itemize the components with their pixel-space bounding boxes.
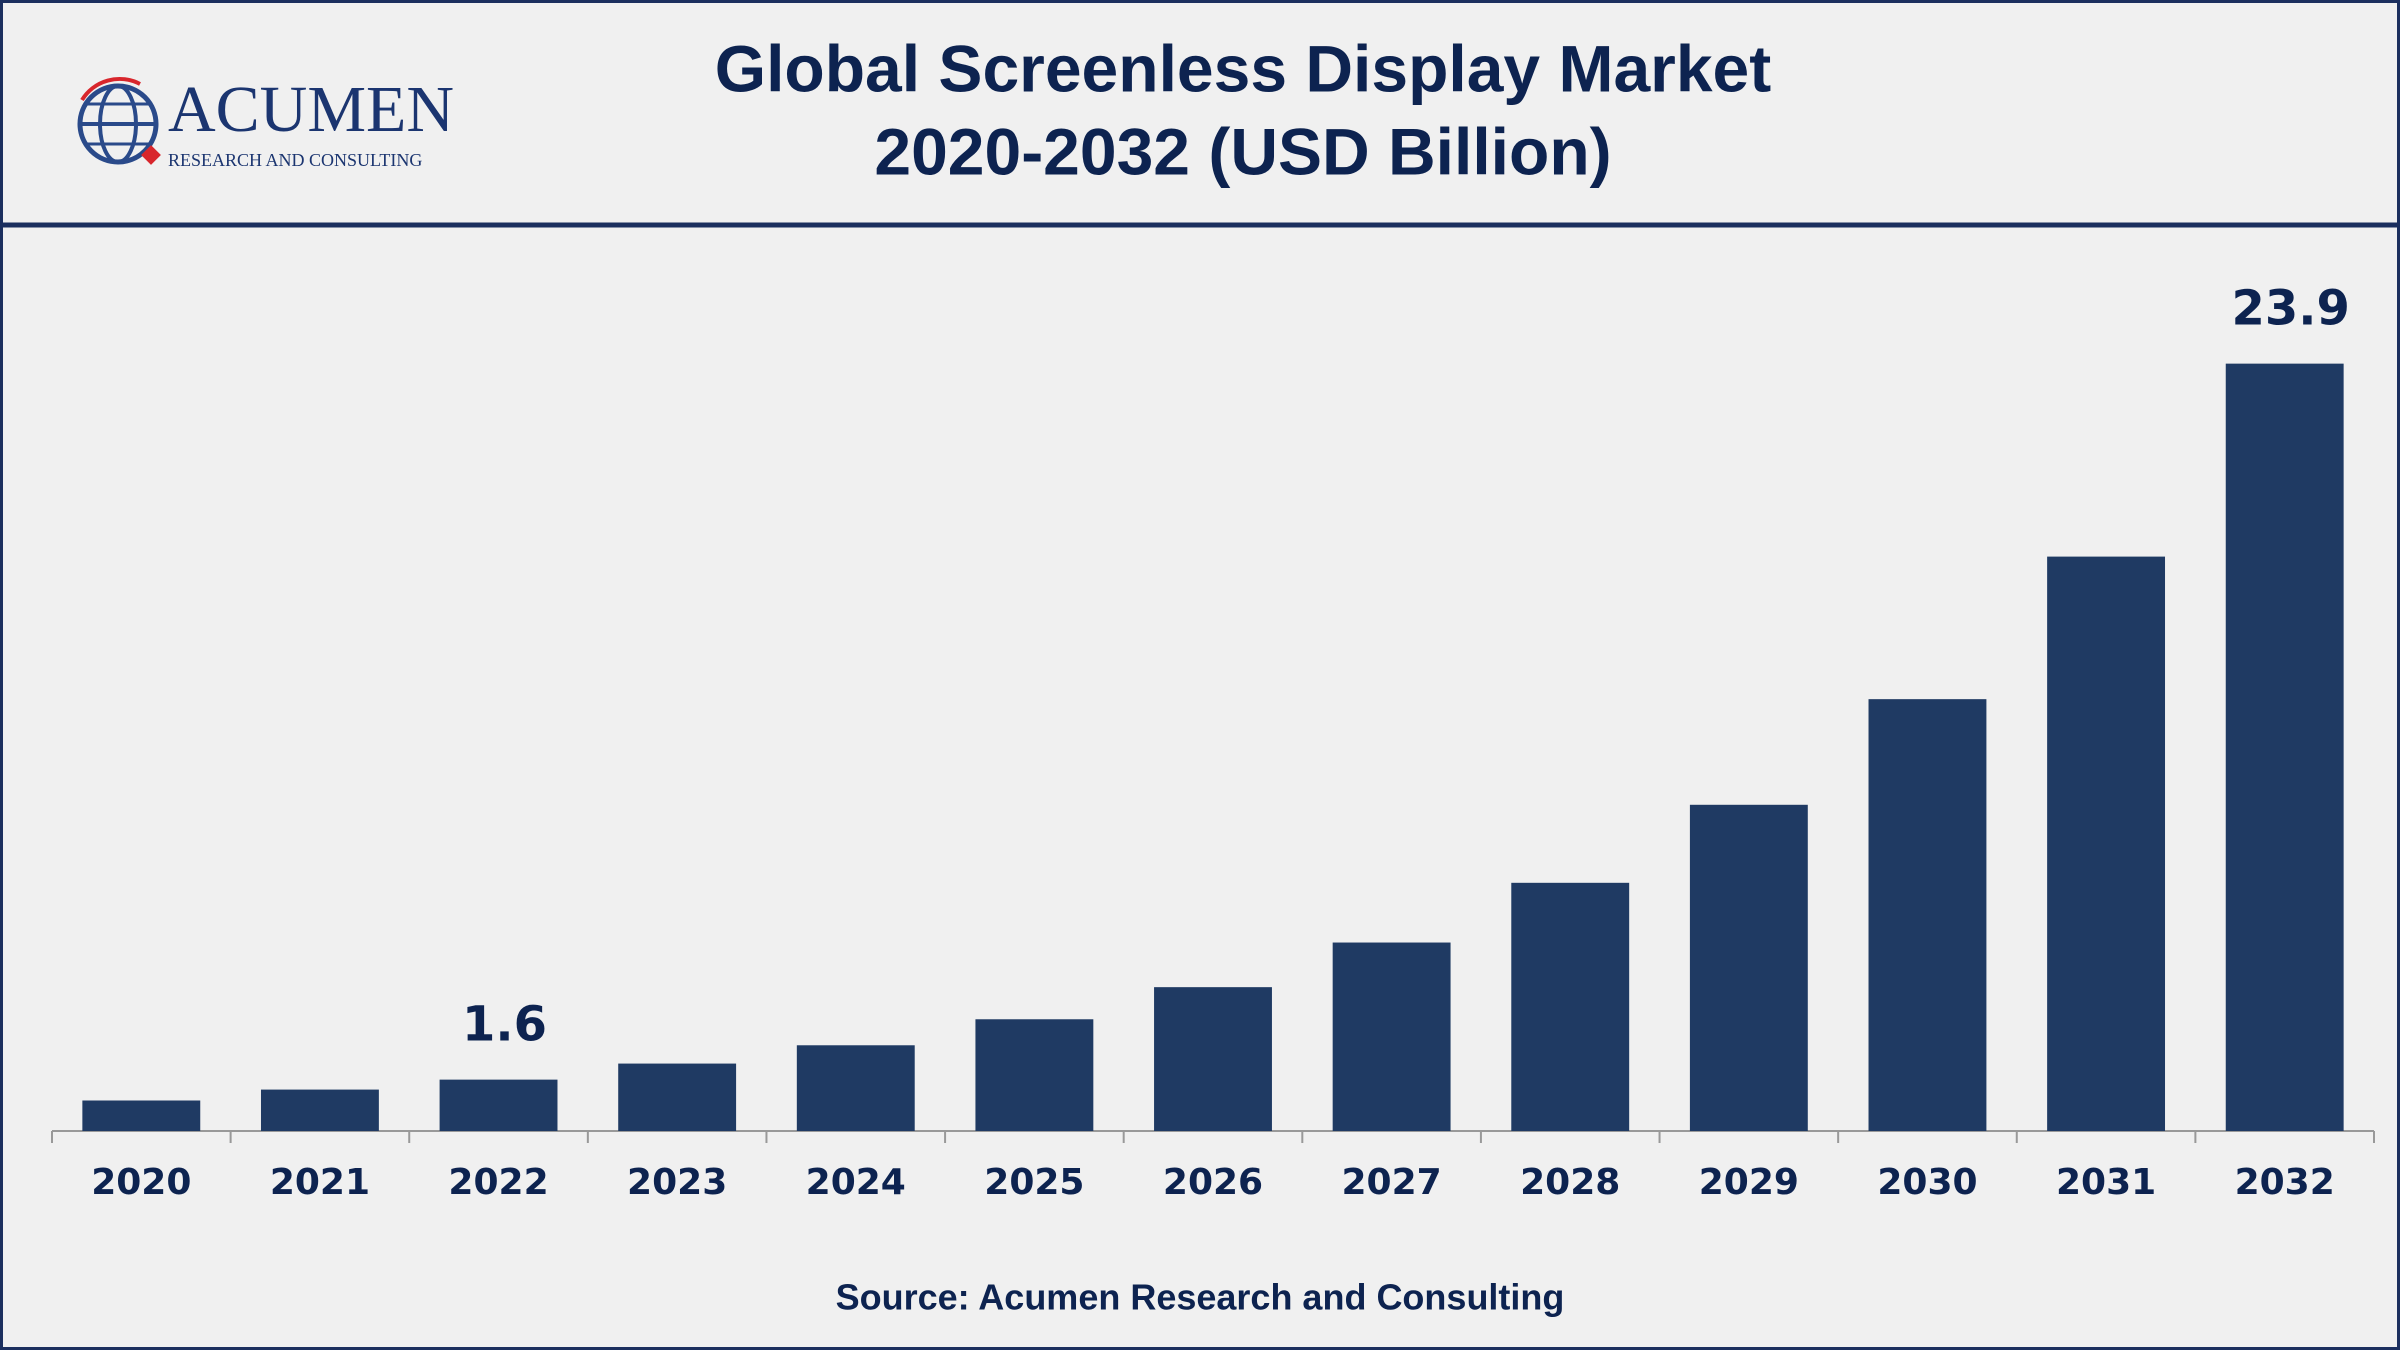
x-tick-label: 2024 xyxy=(806,1162,906,1203)
value-label: 1.6 xyxy=(462,997,547,1053)
bar xyxy=(1511,882,1630,1131)
bar xyxy=(796,1045,915,1131)
bar xyxy=(439,1079,558,1131)
x-tick-label: 2026 xyxy=(1163,1162,1263,1203)
logo: ACUMEN RESEARCH AND CONSULTING xyxy=(77,73,454,170)
bar xyxy=(82,1100,201,1131)
logo-name: ACUMEN xyxy=(168,73,454,146)
x-tick-label: 2028 xyxy=(1520,1162,1620,1203)
value-label: 23.9 xyxy=(2231,281,2349,337)
source-note: Source: Acumen Research and Consulting xyxy=(836,1277,1565,1318)
x-tick-label: 2032 xyxy=(2235,1162,2335,1203)
bar xyxy=(618,1063,737,1131)
bar xyxy=(1154,987,1272,1131)
bar xyxy=(975,1019,1094,1131)
bar xyxy=(1332,942,1451,1131)
logo-tagline: RESEARCH AND CONSULTING xyxy=(168,150,422,170)
x-tick-label: 2030 xyxy=(1877,1162,1977,1203)
logo-swoosh xyxy=(80,76,141,102)
x-tick-label: 2031 xyxy=(2056,1162,2156,1203)
x-tick-label: 2022 xyxy=(448,1162,548,1203)
bar xyxy=(2047,556,2166,1131)
bar xyxy=(260,1089,379,1131)
chart-title: 2020-2032 (USD Billion) xyxy=(874,114,1611,188)
x-tick-label: 2025 xyxy=(984,1162,1084,1203)
bar xyxy=(1868,699,1987,1131)
x-tick-label: 2027 xyxy=(1342,1162,1442,1203)
bar xyxy=(2225,363,2344,1131)
x-tick-label: 2023 xyxy=(627,1162,727,1203)
bar xyxy=(1689,804,1808,1131)
x-tick-label: 2020 xyxy=(91,1162,191,1203)
chart-title: Global Screenless Display Market xyxy=(715,31,1772,105)
x-tick-label: 2029 xyxy=(1699,1162,1799,1203)
x-tick-label: 2021 xyxy=(270,1162,370,1203)
logo-diamond xyxy=(141,145,161,165)
